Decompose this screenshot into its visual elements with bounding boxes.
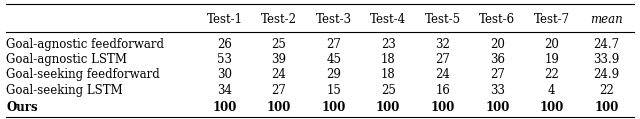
Text: 33: 33 (490, 84, 505, 97)
Text: 25: 25 (271, 37, 287, 51)
Text: 4: 4 (548, 84, 556, 97)
Text: 16: 16 (435, 84, 450, 97)
Text: 19: 19 (545, 53, 559, 66)
Text: 53: 53 (217, 53, 232, 66)
Text: 100: 100 (431, 101, 455, 114)
Text: 45: 45 (326, 53, 341, 66)
Text: 20: 20 (490, 37, 505, 51)
Text: 25: 25 (381, 84, 396, 97)
Text: 39: 39 (271, 53, 287, 66)
Text: 24.9: 24.9 (593, 68, 620, 82)
Text: 100: 100 (594, 101, 618, 114)
Text: Goal-agnostic LSTM: Goal-agnostic LSTM (6, 53, 127, 66)
Text: Test-6: Test-6 (479, 12, 515, 26)
Text: Goal-seeking LSTM: Goal-seeking LSTM (6, 84, 123, 97)
Text: Test-1: Test-1 (207, 12, 243, 26)
Text: Test-4: Test-4 (370, 12, 406, 26)
Text: 24: 24 (271, 68, 287, 82)
Text: Test-2: Test-2 (261, 12, 297, 26)
Text: 20: 20 (545, 37, 559, 51)
Text: 36: 36 (490, 53, 505, 66)
Text: 27: 27 (271, 84, 287, 97)
Text: Test-7: Test-7 (534, 12, 570, 26)
Text: 100: 100 (485, 101, 509, 114)
Text: Goal-seeking feedforward: Goal-seeking feedforward (6, 68, 160, 82)
Text: 22: 22 (599, 84, 614, 97)
Text: 33.9: 33.9 (593, 53, 620, 66)
Text: 100: 100 (376, 101, 401, 114)
Text: 30: 30 (217, 68, 232, 82)
Text: 18: 18 (381, 53, 396, 66)
Text: Test-5: Test-5 (425, 12, 461, 26)
Text: 18: 18 (381, 68, 396, 82)
Text: mean: mean (590, 12, 623, 26)
Text: 34: 34 (217, 84, 232, 97)
Text: 24.7: 24.7 (593, 37, 620, 51)
Text: 15: 15 (326, 84, 341, 97)
Text: Ours: Ours (6, 101, 38, 114)
Text: 24: 24 (435, 68, 450, 82)
Text: 22: 22 (545, 68, 559, 82)
Text: 32: 32 (435, 37, 450, 51)
Text: 27: 27 (490, 68, 505, 82)
Text: 29: 29 (326, 68, 341, 82)
Text: 26: 26 (217, 37, 232, 51)
Text: 27: 27 (435, 53, 450, 66)
Text: Test-3: Test-3 (316, 12, 352, 26)
Text: 100: 100 (267, 101, 291, 114)
Text: Goal-agnostic feedforward: Goal-agnostic feedforward (6, 37, 164, 51)
Text: 100: 100 (321, 101, 346, 114)
Text: 100: 100 (212, 101, 237, 114)
Text: 27: 27 (326, 37, 341, 51)
Text: 23: 23 (381, 37, 396, 51)
Text: 100: 100 (540, 101, 564, 114)
